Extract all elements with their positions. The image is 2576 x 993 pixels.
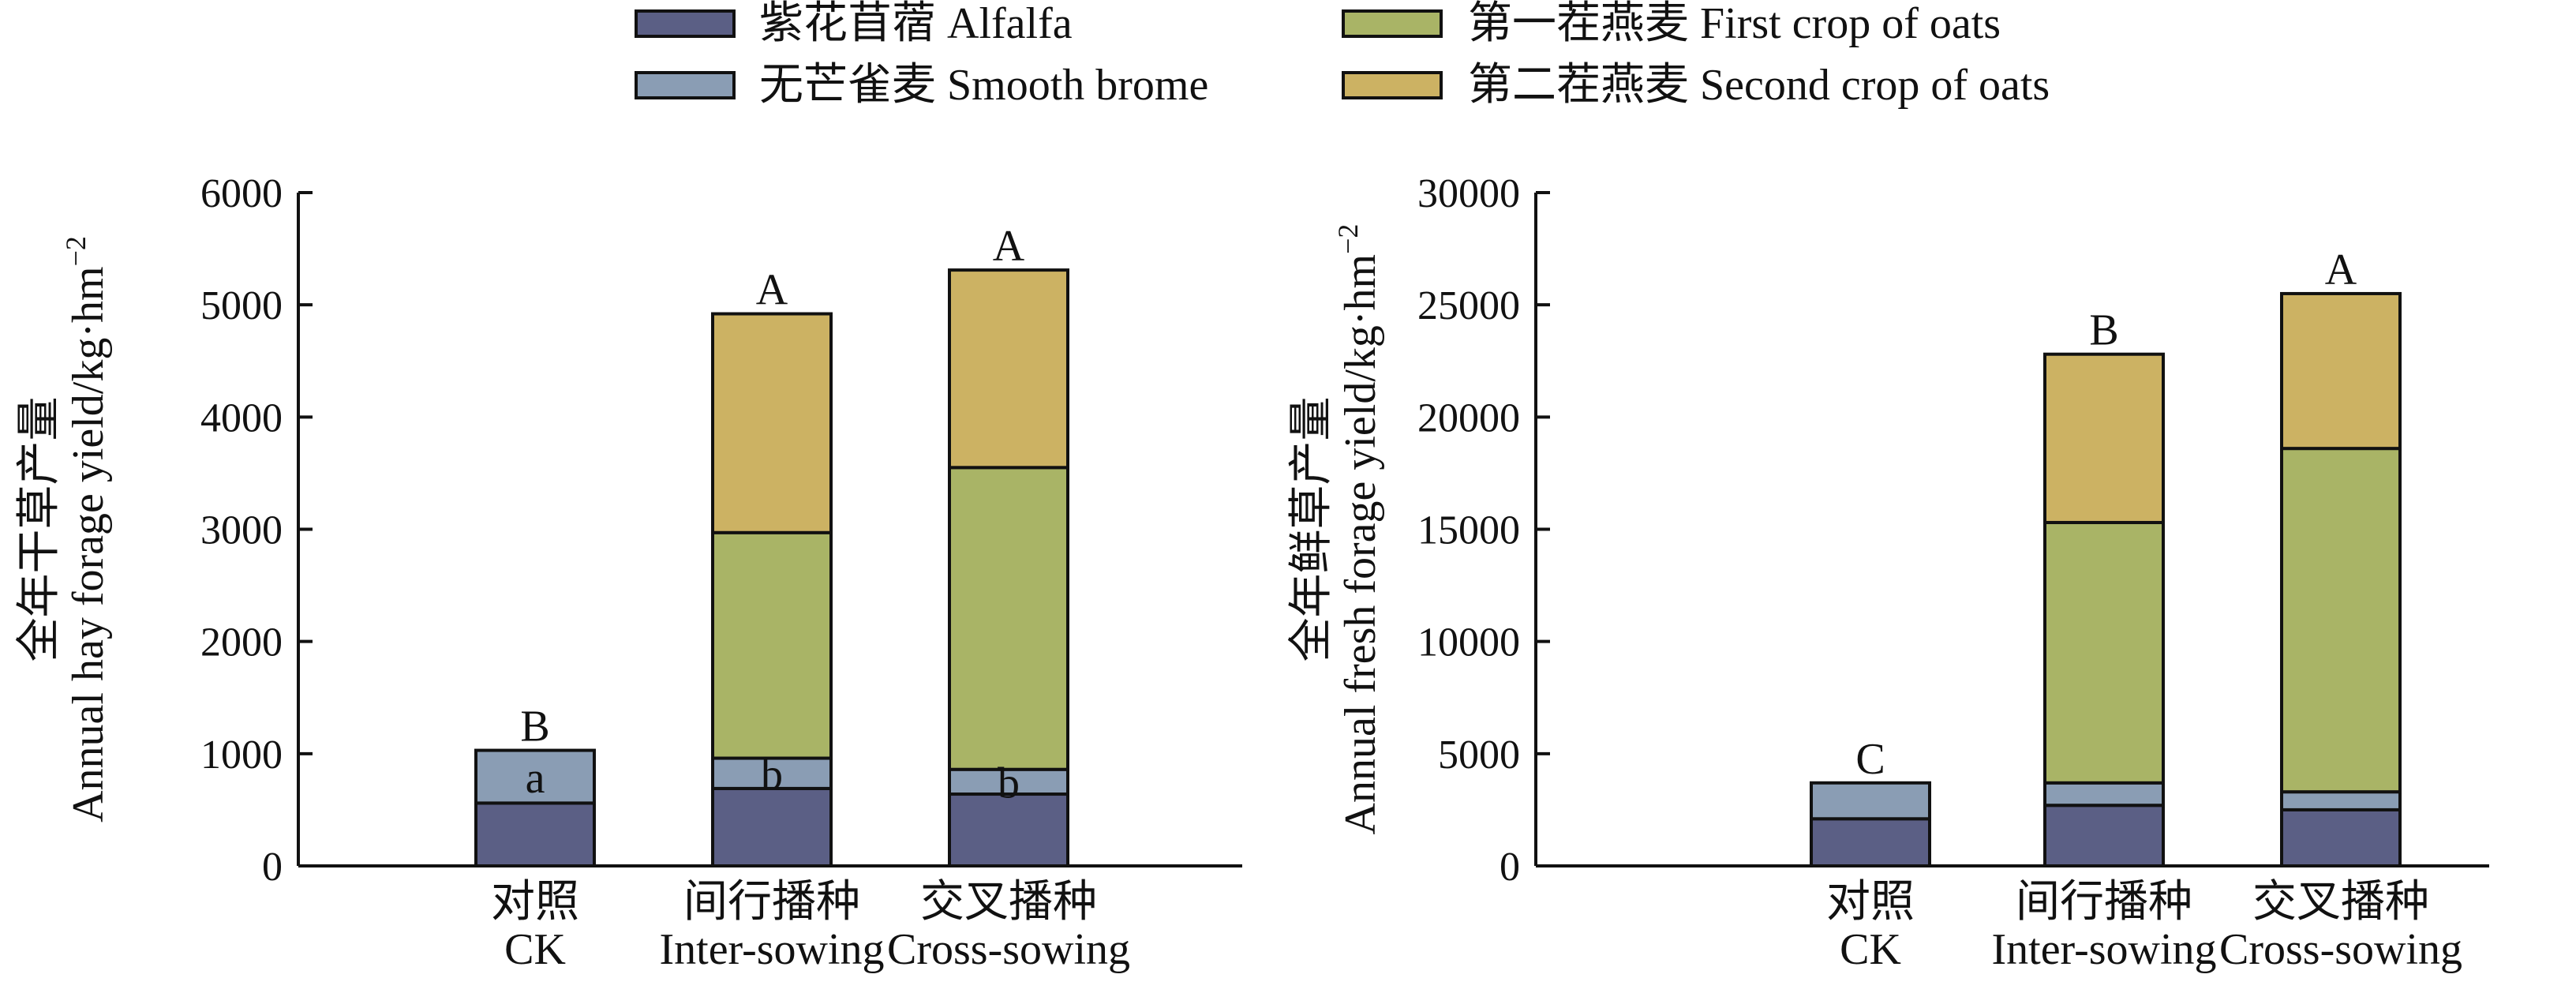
fresh-y-axis-title-cn: 全年鲜草产量 (1287, 397, 1336, 662)
fresh-bar-cross-sowing-first-crop-oats (2280, 447, 2402, 794)
hay-bar-inter-sowing-smooth-brome (711, 756, 833, 790)
fresh-y-tick-label: 10000 (1417, 620, 1520, 665)
legend-swatch-second-crop-oats (1342, 71, 1443, 99)
hay-bar-ck-smooth-brome (474, 748, 596, 805)
hay-bar-inter-sowing-alfalfa (711, 786, 833, 868)
hay-y-tick-label: 3000 (200, 508, 283, 553)
hay-inner-label-ck: a (526, 754, 545, 803)
fresh-bar-cross-sowing-smooth-brome (2280, 790, 2402, 811)
hay-bar-cross-sowing-second-crop-oats (948, 268, 1069, 470)
hay-y-tick-label: 2000 (200, 620, 283, 665)
fresh-y-axis-title-en: Annual fresh forage yield/kg·hm−2 (1332, 224, 1385, 835)
legend-entry-smooth-brome: 无芒雀麦 Smooth brome (635, 61, 1208, 110)
hay-yield-chart: 0 1000 2000 3000 4000 5000 6000 全年干草产量 Annual ha… (15, 171, 1242, 974)
hay-bar-inter-sowing-first-crop-oats (711, 530, 833, 760)
hay-y-tick-label: 5000 (200, 283, 283, 328)
fresh-bar-inter-sowing-smooth-brome (2043, 781, 2165, 808)
fresh-yield-chart: 0 5000 10000 15000 20000 25000 30000 全年鲜草产量 Annu… (1287, 171, 2489, 974)
legend-entry-second-crop-oats: 第二茬燕麦 Second crop of oats (1342, 61, 2050, 110)
legend-label-first-crop-oats: 第一茬燕麦 First crop of oats (1468, 0, 2001, 48)
hay-category-label-en-cross-sowing: Cross-sowing (887, 925, 1130, 974)
fresh-y-tick-label: 15000 (1417, 508, 1520, 553)
hay-bar-cross-sowing-first-crop-oats (948, 466, 1069, 771)
hay-top-label-cross-sowing: A (993, 222, 1025, 271)
fresh-top-label-cross-sowing: A (2325, 245, 2357, 294)
legend-swatch-alfalfa (635, 9, 736, 38)
fresh-y-tick-label: 0 (1500, 845, 1520, 890)
fresh-category-label-en-ck: CK (1840, 925, 1901, 974)
fresh-y-tick-label: 20000 (1417, 395, 1520, 440)
hay-y-tick-label: 6000 (200, 171, 283, 216)
hay-inner-label-inter-sowing: b (761, 751, 783, 800)
fresh-y-tick-label: 5000 (1438, 733, 1520, 778)
hay-top-label-inter-sowing: A (756, 266, 788, 315)
fresh-y-tick-label: 25000 (1417, 283, 1520, 328)
legend: 紫花苜蓿 Alfalfa 无芒雀麦 Smooth brome 第一茬燕麦 Fir… (635, 0, 2050, 110)
legend-label-second-crop-oats: 第二茬燕麦 Second crop of oats (1468, 61, 2050, 110)
hay-category-label-en-inter-sowing: Inter-sowing (659, 925, 884, 974)
legend-entry-alfalfa: 紫花苜蓿 Alfalfa (635, 0, 1073, 48)
fresh-top-label-inter-sowing: B (2089, 306, 2118, 355)
legend-swatch-first-crop-oats (1342, 9, 1443, 38)
fresh-bar-inter-sowing-second-crop-oats (2043, 352, 2165, 524)
fresh-category-label-en-cross-sowing: Cross-sowing (2219, 925, 2462, 974)
fresh-bar-cross-sowing-alfalfa (2280, 808, 2402, 867)
hay-top-label-ck: B (520, 703, 549, 751)
hay-y-axis-title-en: Annual hay forage yield/kg·hm−2 (60, 236, 113, 823)
hay-category-label-cn-ck: 对照 (491, 878, 579, 927)
hay-bar-inter-sowing-second-crop-oats (711, 312, 833, 534)
legend-label-smooth-brome: 无芒雀麦 Smooth brome (759, 61, 1208, 110)
hay-y-axis-title-cn: 全年干草产量 (15, 397, 64, 662)
hay-inner-label-cross-sowing: b (998, 759, 1020, 808)
hay-y-tick-label: 0 (262, 845, 283, 890)
hay-bar-cross-sowing-smooth-brome (948, 767, 1069, 796)
fresh-bar-inter-sowing-alfalfa (2043, 804, 2165, 867)
hay-y-tick-label: 4000 (200, 395, 283, 440)
fresh-bar-ck-smooth-brome (1810, 781, 1931, 821)
fresh-y-tick-label: 30000 (1417, 171, 1520, 216)
fresh-bar-cross-sowing-second-crop-oats (2280, 291, 2402, 451)
hay-category-label-cn-cross-sowing: 交叉播种 (920, 878, 1097, 927)
legend-swatch-smooth-brome (635, 71, 736, 99)
hay-y-tick-label: 1000 (200, 733, 283, 778)
hay-category-label-cn-inter-sowing: 间行播种 (683, 878, 860, 927)
fresh-y-axis-title-sup: −2 (1332, 224, 1364, 254)
fresh-category-label-en-inter-sowing: Inter-sowing (1991, 925, 2216, 974)
fresh-category-label-cn-cross-sowing: 交叉播种 (2252, 878, 2429, 927)
legend-label-alfalfa: 紫花苜蓿 Alfalfa (759, 0, 1073, 48)
fresh-category-label-cn-ck: 对照 (1826, 878, 1915, 927)
hay-y-axis-title-sup: −2 (60, 236, 92, 266)
fresh-bar-ck-alfalfa (1810, 817, 1931, 868)
hay-bar-ck-alfalfa (474, 801, 596, 867)
fresh-category-label-cn-inter-sowing: 间行播种 (2016, 878, 2192, 927)
hay-category-label-en-ck: CK (504, 925, 566, 974)
fresh-top-label-ck: C (1855, 735, 1885, 784)
legend-entry-first-crop-oats: 第一茬燕麦 First crop of oats (1342, 0, 2001, 48)
fresh-bar-inter-sowing-first-crop-oats (2043, 520, 2165, 785)
